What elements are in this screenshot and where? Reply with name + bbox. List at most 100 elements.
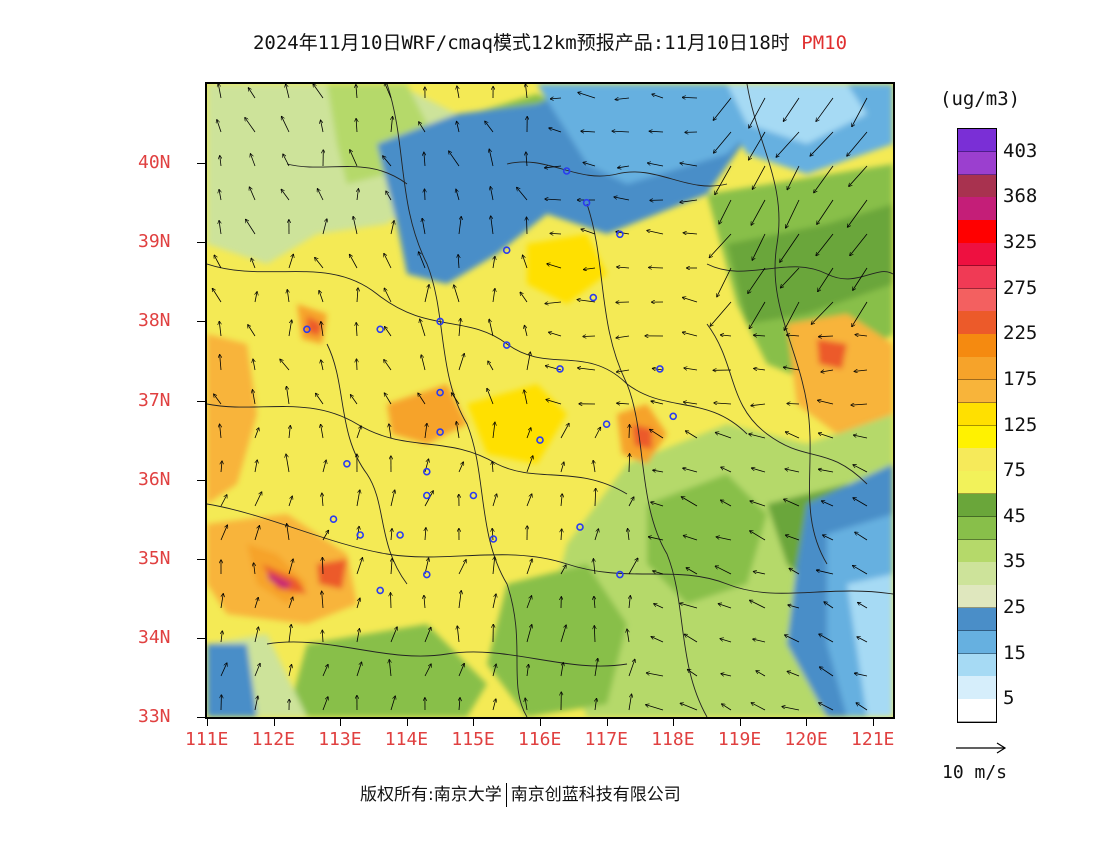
city-marker <box>656 365 664 373</box>
wind-vector <box>319 291 324 303</box>
lon-tick <box>806 719 808 726</box>
wind-vector <box>583 336 596 337</box>
wind-vector <box>492 494 497 507</box>
colorbar-segment <box>958 562 996 586</box>
wind-vector <box>749 301 766 328</box>
wind-vector <box>653 470 664 472</box>
wind-vector <box>550 233 562 234</box>
lat-label-40n: 40N <box>138 152 171 174</box>
wind-vector <box>819 469 834 473</box>
wind-vector <box>526 84 528 99</box>
lat-label-39n: 39N <box>138 231 171 253</box>
wind-vector <box>710 233 732 257</box>
wind-vector <box>255 292 257 303</box>
colorbar-segment <box>958 471 996 495</box>
wind-vector <box>389 660 391 677</box>
wind-vector <box>750 501 766 507</box>
wind-vector <box>221 461 222 473</box>
wind-vector <box>578 368 596 371</box>
wind-vector <box>248 325 256 337</box>
wind-vector <box>527 665 529 677</box>
wind-vector <box>545 302 562 304</box>
wind-vector <box>287 524 290 541</box>
lon-tick <box>606 719 608 726</box>
wind-vector <box>424 285 429 303</box>
wind-vector <box>458 664 464 677</box>
lat-label-34n: 34N <box>138 626 171 648</box>
wind-vector <box>648 163 664 167</box>
wind-vector <box>488 361 494 371</box>
city-marker <box>423 467 431 476</box>
wind-vector <box>618 166 630 168</box>
city-marker <box>502 246 511 254</box>
wind-vector <box>353 217 358 235</box>
wind-vector <box>753 165 766 189</box>
wind-vector <box>680 163 698 167</box>
wind-vector <box>322 665 328 677</box>
colorbar-label-403: 403 <box>1003 139 1038 162</box>
wind-vector <box>688 670 698 677</box>
wind-vector <box>391 593 392 609</box>
colorbar-segment <box>958 265 996 290</box>
lat-tick <box>197 321 205 323</box>
wind-vector <box>819 634 834 643</box>
wind-vector <box>847 131 868 156</box>
wind-vector <box>850 233 868 255</box>
wind-vector <box>391 529 392 541</box>
colorbar-label-75: 75 <box>1003 459 1026 482</box>
wind-vector <box>683 97 698 98</box>
wind-vector <box>852 97 868 126</box>
copyright-left: 版权所有:南京大学 <box>360 785 502 805</box>
wind-vector <box>491 216 494 235</box>
wind-vector <box>356 598 360 609</box>
wind-vector <box>594 428 600 439</box>
lat-label-35n: 35N <box>138 547 171 569</box>
wind-vector <box>614 197 630 201</box>
wind-vector <box>321 360 323 371</box>
wind-vector <box>781 267 800 288</box>
wind-vector <box>214 394 222 405</box>
wind-vector <box>855 673 868 677</box>
wind-vector <box>251 259 256 269</box>
colorbar-segment <box>958 311 996 335</box>
wind-vector <box>652 94 664 99</box>
wind-vector <box>788 605 800 609</box>
wind-vector <box>848 199 868 227</box>
wind-vector <box>787 404 800 405</box>
wind-vector <box>822 501 834 507</box>
colorbar-segment <box>958 653 996 677</box>
wind-vector <box>219 190 221 201</box>
wind-vector <box>458 255 459 269</box>
pm10-map-panel <box>205 82 895 719</box>
wind-vector <box>820 667 834 677</box>
lat-tick <box>197 637 205 639</box>
wind-vector <box>254 598 258 609</box>
wind-vector <box>853 566 868 575</box>
wind-vector <box>421 355 426 371</box>
wind-vector <box>784 301 800 330</box>
lon-label-114e: 114E <box>384 729 429 750</box>
colorbar-segment <box>958 630 996 655</box>
wind-vector <box>856 703 868 711</box>
wind-vector <box>710 301 732 326</box>
city-marker <box>436 428 444 436</box>
wind-vector <box>322 697 328 711</box>
wind-vector <box>457 86 459 99</box>
wind-vector <box>721 674 732 677</box>
wind-vector <box>288 625 291 643</box>
wind-vector <box>653 369 664 371</box>
wind-vector <box>456 422 460 439</box>
wind-vector <box>282 117 290 133</box>
wind-vector <box>424 596 425 609</box>
wind-vector <box>526 456 533 473</box>
city-marker <box>556 365 564 373</box>
wind-vector <box>287 290 289 303</box>
wind-vector <box>254 627 258 643</box>
wind-vector <box>517 188 528 201</box>
wind-vector <box>785 635 800 643</box>
wind-vector <box>286 454 290 473</box>
wind-vector <box>551 98 562 99</box>
wind-vector <box>717 267 732 297</box>
wind-vector <box>617 403 630 404</box>
wind-vector <box>684 368 698 370</box>
